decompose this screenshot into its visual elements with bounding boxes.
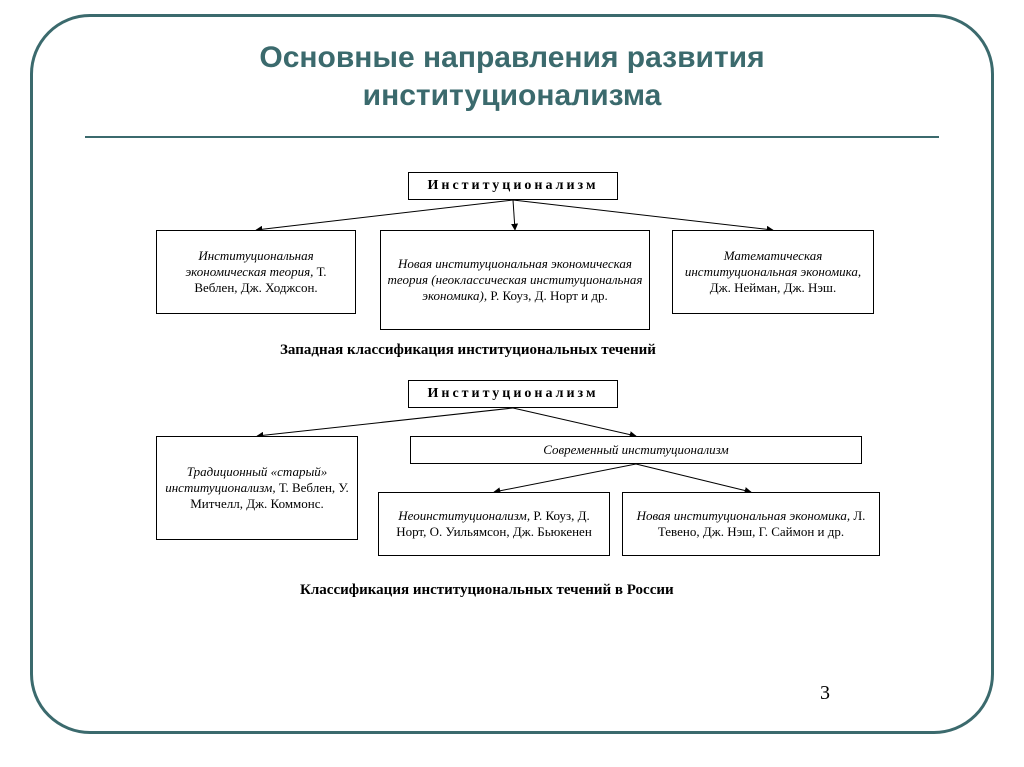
d2-left-box: Традиционный «старый» институционализм, … <box>156 436 358 540</box>
d1-c0-italic: Институциональная экономическая теория, <box>185 248 313 279</box>
page-title: Основные направления развития институцио… <box>33 39 991 114</box>
d2-caption: Классификация институциональных течений … <box>300 582 674 599</box>
d2-right-child-1: Новая институциональная экономика, Л. Те… <box>622 492 880 556</box>
d2-rc1-italic: Новая институциональная экономика, <box>637 508 851 523</box>
d1-c2-italic: Математическая институциональная экономи… <box>685 248 861 279</box>
d2-left-text: Традиционный «старый» институционализм, … <box>163 464 351 513</box>
page-number: 3 <box>820 682 830 705</box>
d1-root-label: Институционализм <box>421 178 605 194</box>
d2-right-parent-box: Современный институционализм <box>410 436 862 464</box>
d2-rc0-text: Неоинституционализм, Р. Коуз, Д. Норт, О… <box>385 508 603 541</box>
d1-child-2: Математическая институциональная экономи… <box>672 230 874 314</box>
d1-child-0: Институциональная экономическая теория, … <box>156 230 356 314</box>
d1-child-0-text: Институциональная экономическая теория, … <box>163 248 349 297</box>
title-line-2: институционализма <box>363 79 662 112</box>
d2-rc0-italic: Неоинституционализм, <box>398 508 530 523</box>
d2-right-parent-label: Современный институционализм <box>417 442 855 458</box>
d2-root-label: Институционализм <box>421 386 605 402</box>
d1-c2-plain: Дж. Нейман, Дж. Нэш. <box>710 280 836 295</box>
d1-child-2-text: Математическая институциональная экономи… <box>679 248 867 297</box>
d1-child-1: Новая институциональная экономическая те… <box>380 230 650 330</box>
d1-caption: Западная классификация институциональных… <box>280 342 656 359</box>
title-underline <box>85 136 939 138</box>
d1-c1-plain: Р. Коуз, Д. Норт и др. <box>490 288 607 303</box>
d2-right-child-0: Неоинституционализм, Р. Коуз, Д. Норт, О… <box>378 492 610 556</box>
title-line-1: Основные направления развития <box>259 41 764 74</box>
d1-child-1-text: Новая институциональная экономическая те… <box>387 256 643 305</box>
slide-frame: Основные направления развития институцио… <box>30 14 994 734</box>
d2-rc1-text: Новая институциональная экономика, Л. Те… <box>629 508 873 541</box>
